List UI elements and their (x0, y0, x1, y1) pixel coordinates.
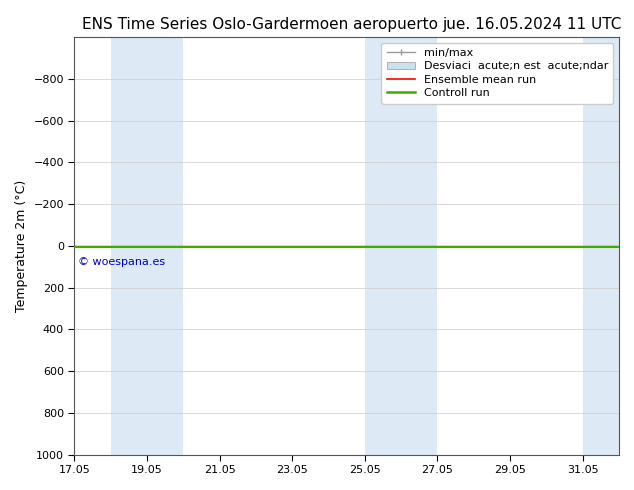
Bar (365, 37, 437, 455)
Text: © woespana.es: © woespana.es (78, 257, 165, 268)
Legend: min/max, Desviaci  acute;n est  acute;ndar, Ensemble mean run, Controll run: min/max, Desviaci acute;n est acute;ndar… (381, 43, 614, 104)
Text: jue. 16.05.2024 11 UTC: jue. 16.05.2024 11 UTC (442, 17, 621, 32)
Bar (583, 37, 634, 455)
Bar (111, 37, 183, 455)
Text: ENS Time Series Oslo-Gardermoen aeropuerto: ENS Time Series Oslo-Gardermoen aeropuer… (82, 17, 439, 32)
Y-axis label: Temperature 2m (°C): Temperature 2m (°C) (15, 180, 28, 312)
